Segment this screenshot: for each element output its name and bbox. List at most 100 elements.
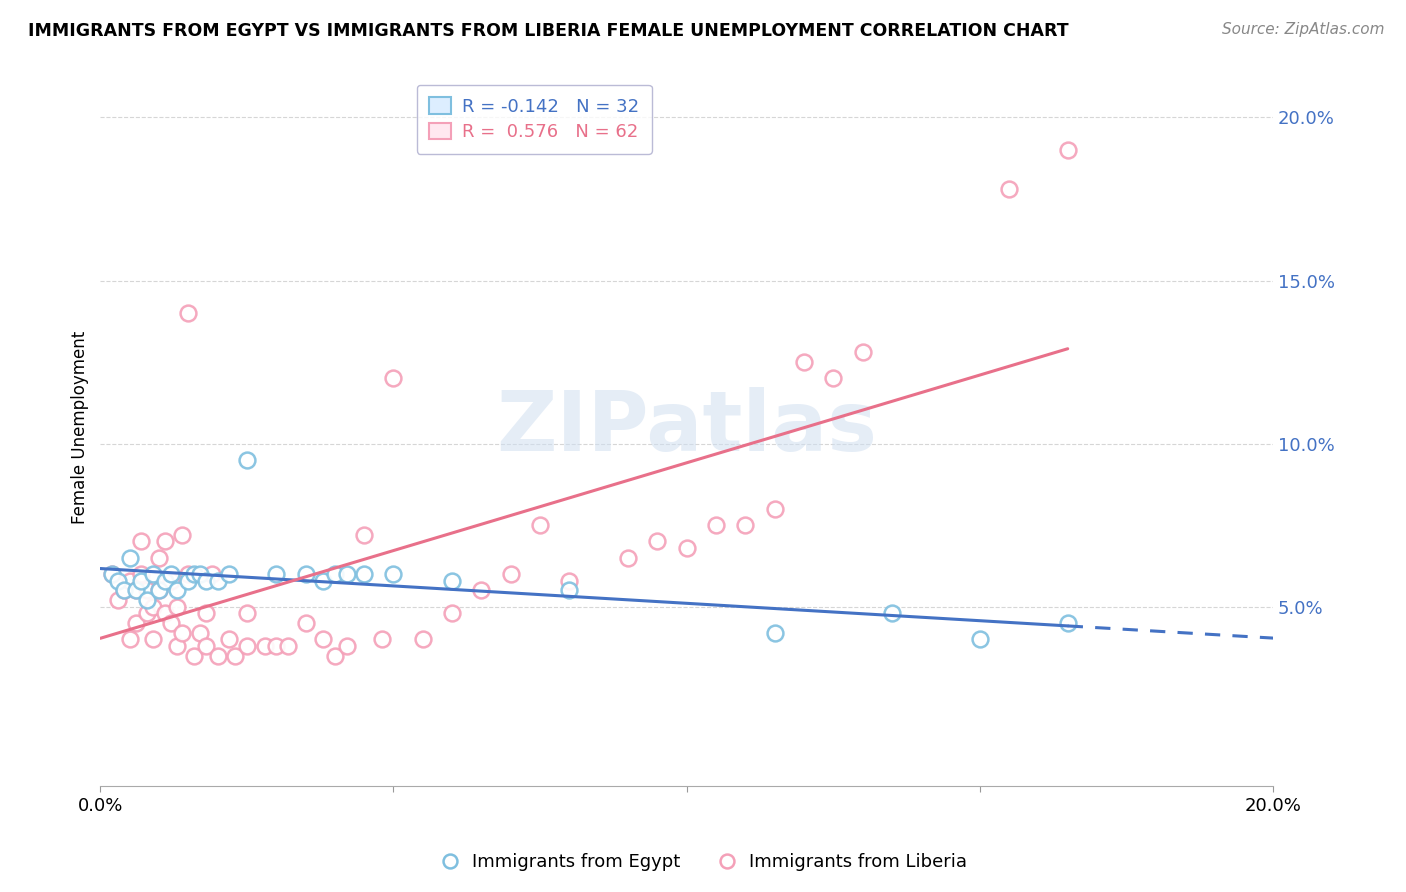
Point — [177, 306, 200, 320]
Point — [124, 583, 146, 598]
Point — [153, 574, 176, 588]
Point — [194, 607, 217, 621]
Point — [142, 599, 165, 614]
Point — [312, 632, 335, 647]
Point — [353, 528, 375, 542]
Point — [323, 567, 346, 582]
Point — [136, 593, 159, 607]
Point — [218, 632, 240, 647]
Legend: R = -0.142   N = 32, R =  0.576   N = 62: R = -0.142 N = 32, R = 0.576 N = 62 — [416, 85, 651, 153]
Point — [172, 625, 194, 640]
Point — [183, 648, 205, 663]
Point — [131, 574, 153, 588]
Point — [312, 574, 335, 588]
Point — [529, 518, 551, 533]
Point — [382, 371, 405, 385]
Point — [998, 182, 1021, 196]
Point — [201, 567, 224, 582]
Point — [177, 567, 200, 582]
Point — [177, 574, 200, 588]
Point — [336, 567, 359, 582]
Point — [499, 567, 522, 582]
Point — [441, 574, 464, 588]
Point — [194, 639, 217, 653]
Point — [470, 583, 492, 598]
Point — [1056, 615, 1078, 630]
Point — [264, 567, 287, 582]
Point — [880, 607, 903, 621]
Point — [441, 607, 464, 621]
Point — [148, 583, 170, 598]
Point — [153, 607, 176, 621]
Y-axis label: Female Unemployment: Female Unemployment — [72, 331, 89, 524]
Point — [118, 574, 141, 588]
Point — [153, 534, 176, 549]
Point — [194, 574, 217, 588]
Point — [188, 567, 211, 582]
Point — [969, 632, 991, 647]
Point — [558, 574, 581, 588]
Point — [118, 550, 141, 565]
Point — [675, 541, 697, 555]
Point — [353, 567, 375, 582]
Text: Source: ZipAtlas.com: Source: ZipAtlas.com — [1222, 22, 1385, 37]
Point — [148, 550, 170, 565]
Point — [107, 574, 129, 588]
Point — [159, 567, 181, 582]
Point — [224, 648, 246, 663]
Point — [823, 371, 845, 385]
Point — [112, 583, 135, 598]
Point — [166, 583, 188, 598]
Point — [101, 567, 124, 582]
Point — [1056, 143, 1078, 157]
Point — [207, 648, 229, 663]
Point — [166, 639, 188, 653]
Point — [734, 518, 756, 533]
Point — [382, 567, 405, 582]
Point — [166, 599, 188, 614]
Point — [124, 583, 146, 598]
Point — [207, 574, 229, 588]
Point — [294, 615, 316, 630]
Point — [253, 639, 276, 653]
Point — [617, 550, 640, 565]
Point — [558, 583, 581, 598]
Point — [264, 639, 287, 653]
Point — [124, 615, 146, 630]
Point — [136, 607, 159, 621]
Point — [148, 583, 170, 598]
Point — [294, 567, 316, 582]
Point — [763, 625, 786, 640]
Point — [136, 583, 159, 598]
Point — [763, 501, 786, 516]
Point — [101, 567, 124, 582]
Text: IMMIGRANTS FROM EGYPT VS IMMIGRANTS FROM LIBERIA FEMALE UNEMPLOYMENT CORRELATION: IMMIGRANTS FROM EGYPT VS IMMIGRANTS FROM… — [28, 22, 1069, 40]
Point — [371, 632, 394, 647]
Point — [172, 528, 194, 542]
Point — [412, 632, 434, 647]
Point — [793, 355, 815, 369]
Point — [112, 583, 135, 598]
Text: ZIPatlas: ZIPatlas — [496, 387, 877, 467]
Point — [107, 593, 129, 607]
Point — [236, 453, 259, 467]
Point — [851, 345, 873, 359]
Point — [236, 639, 259, 653]
Legend: Immigrants from Egypt, Immigrants from Liberia: Immigrants from Egypt, Immigrants from L… — [432, 847, 974, 879]
Point — [236, 607, 259, 621]
Point — [131, 534, 153, 549]
Point — [142, 632, 165, 647]
Point — [218, 567, 240, 582]
Point — [131, 567, 153, 582]
Point — [277, 639, 299, 653]
Point — [159, 574, 181, 588]
Point — [159, 615, 181, 630]
Point — [323, 648, 346, 663]
Point — [704, 518, 727, 533]
Point — [142, 567, 165, 582]
Point — [188, 625, 211, 640]
Point — [336, 639, 359, 653]
Point — [647, 534, 669, 549]
Point — [118, 632, 141, 647]
Point — [183, 567, 205, 582]
